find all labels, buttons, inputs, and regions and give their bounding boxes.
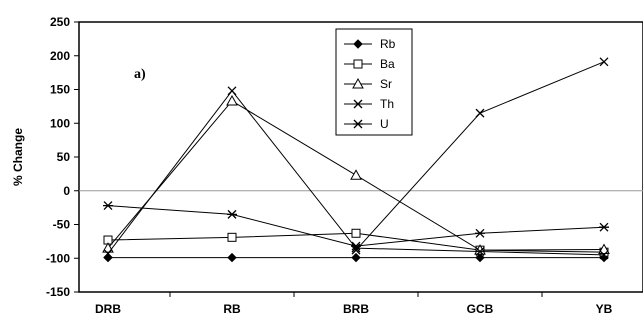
data-point <box>227 252 237 263</box>
y-tick-label: -150 <box>46 285 70 299</box>
data-point <box>351 245 361 255</box>
series-layer <box>102 57 610 263</box>
y-tick-label: 0 <box>63 184 70 198</box>
y-axis: -150 -100 -50 0 50 100 150 200 250 <box>46 15 79 299</box>
x-tick-label: DRB <box>95 302 121 316</box>
data-point <box>475 252 485 263</box>
x-tick-label: RB <box>223 302 241 316</box>
series-extra <box>351 57 609 255</box>
y-tick-label: -100 <box>46 251 70 265</box>
legend-item: Sr <box>344 77 392 91</box>
data-point <box>227 209 237 219</box>
y-tick-label: -50 <box>53 218 71 232</box>
y-tick-label: 50 <box>57 150 71 164</box>
data-point <box>103 201 113 211</box>
x-axis: DRB RB BRB GCB YB <box>95 292 613 316</box>
legend: Rb Ba Sr Th U <box>335 28 413 136</box>
legend-item: U <box>344 117 389 131</box>
data-point <box>599 57 609 67</box>
x-tick-label: BRB <box>343 302 369 316</box>
y-tick-label: 150 <box>50 83 70 97</box>
data-point <box>598 243 610 254</box>
data-point <box>353 119 363 129</box>
data-point <box>599 250 609 260</box>
legend-box <box>335 28 413 136</box>
y-axis-title: % Change <box>11 128 25 186</box>
data-point <box>351 252 361 263</box>
legend-label: Th <box>380 97 394 111</box>
data-point <box>350 169 362 180</box>
data-point <box>475 247 485 256</box>
data-point <box>226 94 238 106</box>
data-point <box>352 77 364 89</box>
x-tick-label: YB <box>596 302 613 316</box>
data-point <box>103 249 113 258</box>
data-point <box>227 232 237 242</box>
x-tick-label: GCB <box>467 302 494 316</box>
y-tick-label: 200 <box>50 49 70 63</box>
panel-label: a) <box>134 67 146 82</box>
legend-item: Rb <box>344 37 396 51</box>
legend-label: U <box>380 117 389 131</box>
data-point <box>475 228 485 238</box>
y-tick-label: 100 <box>50 116 70 130</box>
legend-item: Ba <box>344 57 395 71</box>
legend-label: Sr <box>380 77 392 91</box>
y-tick-label: 250 <box>50 15 70 29</box>
legend-label: Rb <box>380 37 396 51</box>
data-point <box>353 39 363 49</box>
data-point <box>353 59 363 69</box>
data-point <box>475 108 485 118</box>
data-point <box>599 222 609 232</box>
data-point <box>353 99 363 109</box>
data-point <box>351 228 361 238</box>
legend-label: Ba <box>380 57 395 71</box>
legend-items: Rb Ba Sr Th U <box>344 37 396 131</box>
data-point <box>227 86 237 96</box>
legend-item: Th <box>344 97 394 111</box>
